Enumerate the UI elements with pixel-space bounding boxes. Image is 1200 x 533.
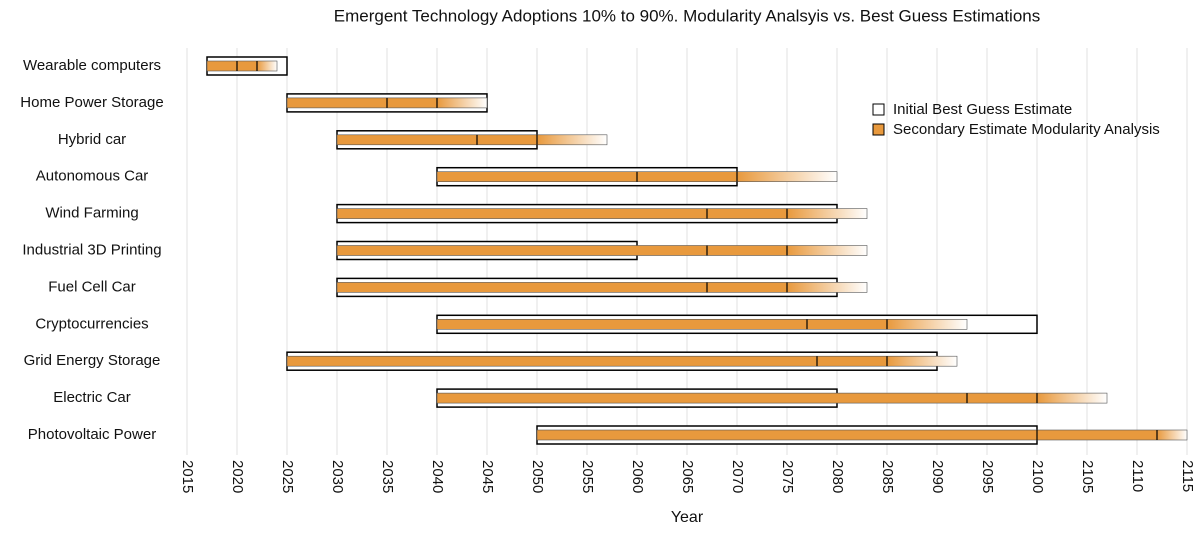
category-label: Industrial 3D Printing [22,241,161,258]
x-tick-label: 2070 [729,460,746,493]
secondary-bar [337,245,787,256]
x-tick-label: 2085 [879,460,896,493]
secondary-bar [437,393,1037,404]
secondary-bar [337,134,537,145]
secondary-outline [206,60,278,72]
category-label: Wearable computers [23,57,161,74]
legend-label: Secondary Estimate Modularity Analysis [893,121,1160,138]
secondary-bar-fade [787,282,867,293]
secondary-bar-fade [887,356,957,367]
category-label: Home Power Storage [20,94,163,111]
secondary-bar-fade [787,208,867,219]
x-tick-label: 2095 [979,460,996,493]
secondary-outline [336,245,868,256]
legend-label: Initial Best Guess Estimate [893,101,1072,118]
category-label: Photovoltaic Power [28,426,156,443]
category-label: Cryptocurrencies [35,315,148,332]
category-label: Fuel Cell Car [48,278,136,295]
x-tick-label: 2065 [679,460,696,493]
secondary-outline [436,392,1108,404]
x-tick-label: 2030 [329,460,346,493]
secondary-bar-fade [537,134,607,145]
secondary-outline [286,355,958,367]
secondary-bar-fade [887,319,967,330]
category-label: Wind Farming [45,205,138,222]
x-tick-label: 2020 [229,460,246,493]
x-tick-label: 2100 [1029,460,1046,493]
secondary-outline [336,282,868,293]
secondary-outline [536,429,1188,441]
legend-swatch [872,103,885,116]
x-tick-label: 2035 [379,460,396,493]
secondary-bar [287,97,437,108]
x-tick-label: 2080 [829,460,846,493]
secondary-bar-fade [1157,430,1187,440]
secondary-outline [336,134,608,146]
x-tick-label: 2045 [479,460,496,493]
x-tick-label: 2040 [429,460,446,493]
x-axis-label: Year [671,509,704,526]
category-label: Hybrid car [58,131,126,148]
x-tick-label: 2115 [1179,460,1196,492]
secondary-bar [437,319,887,330]
x-tick-label: 2090 [929,460,946,493]
category-label: Autonomous Car [36,168,149,185]
secondary-bar [207,61,257,71]
secondary-bar-fade [787,245,867,256]
x-tick-label: 2105 [1079,460,1096,493]
x-tick-label: 2060 [629,460,646,493]
secondary-outline [436,318,968,330]
secondary-bar-fade [257,61,277,71]
x-tick-label: 2075 [779,460,796,493]
x-tick-label: 2015 [179,460,196,493]
secondary-outline [336,208,868,219]
x-tick-label: 2050 [529,460,546,493]
x-tick-label: 2025 [279,460,296,493]
x-tick-label: 2055 [579,460,596,493]
secondary-bar [287,356,887,367]
secondary-bar-fade [1037,393,1107,404]
secondary-bar-fade [437,97,487,108]
chart-title: Emergent Technology Adoptions 10% to 90%… [334,6,1041,25]
category-label: Electric Car [53,389,131,406]
secondary-bar [337,208,787,219]
secondary-bar [537,430,1157,440]
legend-swatch [872,123,885,136]
x-tick-label: 2110 [1129,460,1146,492]
secondary-bar [437,171,737,182]
secondary-bar [337,282,787,293]
category-label: Grid Energy Storage [24,352,161,369]
secondary-bar-fade [737,171,837,182]
